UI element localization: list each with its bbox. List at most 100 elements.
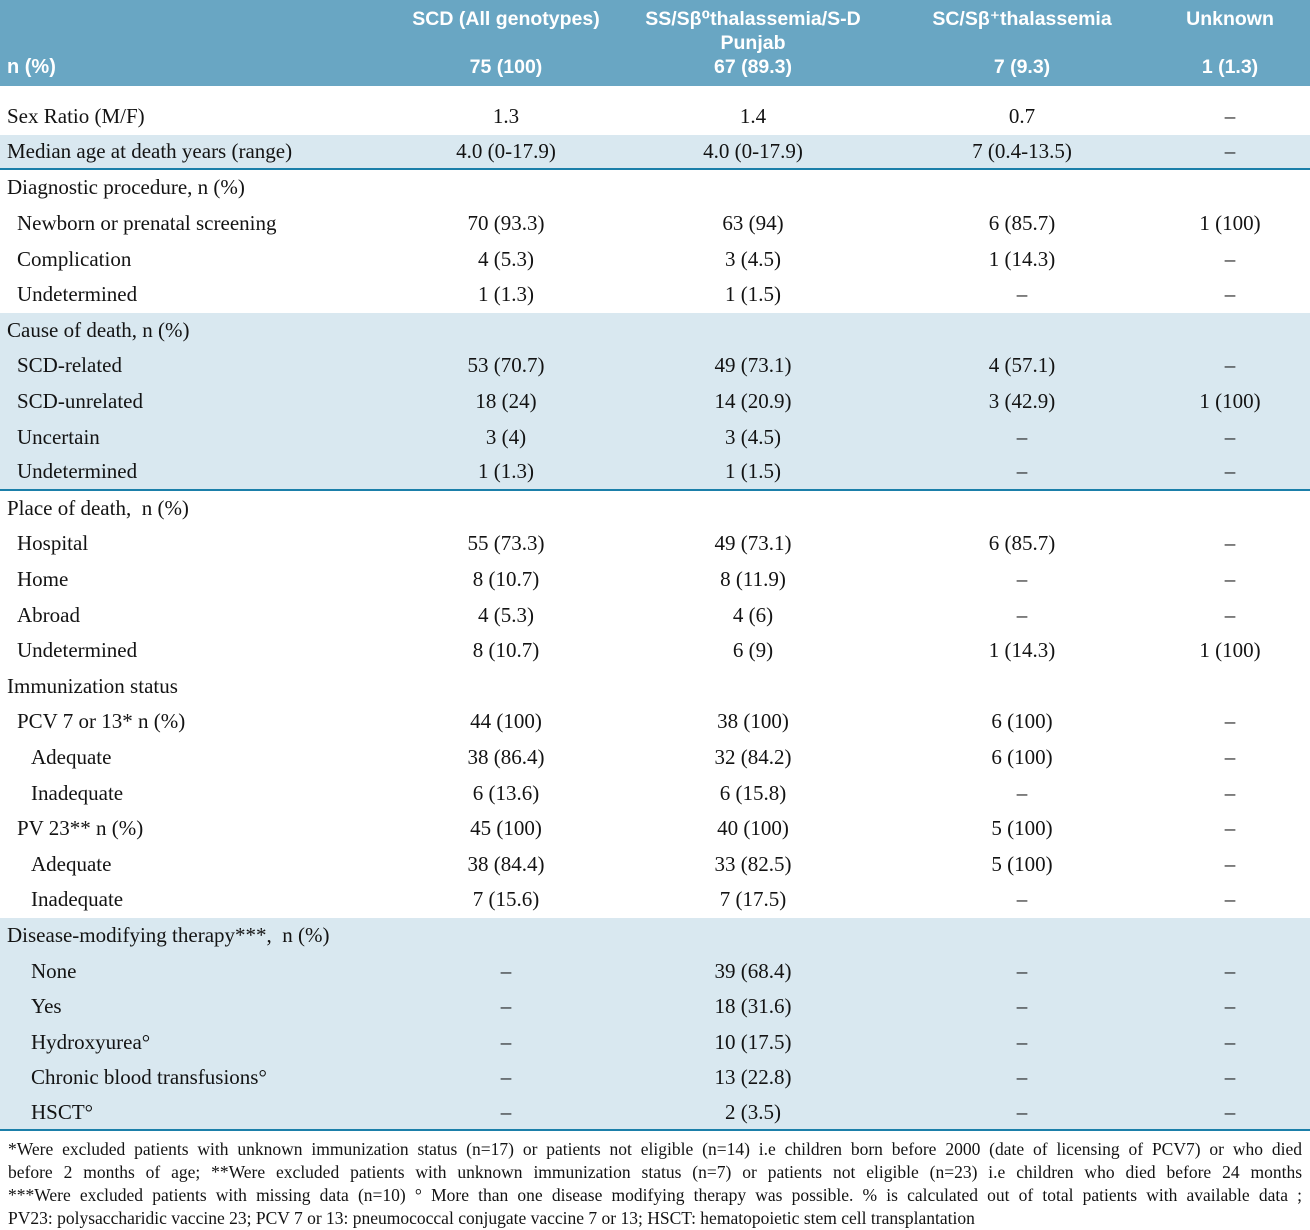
cell-value: 5 (100)	[991, 851, 1053, 876]
row-label: HSCT°	[31, 1099, 94, 1124]
cell-value: 18 (24)	[475, 389, 537, 414]
cell-value: 1 (100)	[1199, 389, 1261, 414]
cell-value: –	[1224, 744, 1236, 769]
row-label: Adequate	[31, 851, 112, 876]
footnotes: *Were excluded patients with unknown imm…	[0, 1131, 1310, 1230]
cell-value: 6 (9)	[732, 638, 774, 663]
cell-value: 0.7	[1008, 104, 1036, 129]
footnote-line: *Were excluded patients with unknown imm…	[8, 1139, 1302, 1160]
table-row: Yes – 18 (31.6) – –	[0, 988, 1310, 1025]
cell-value: 1.3	[492, 104, 520, 129]
table-row: Hydroxyurea° – 10 (17.5) – –	[0, 1024, 1310, 1061]
cell-value: 3 (4.5)	[725, 424, 781, 449]
cell-value: –	[1224, 1099, 1236, 1124]
table-row: Inadequate 6 (13.6) 6 (15.8) – –	[0, 775, 1310, 811]
cell-value: –	[1224, 282, 1236, 307]
column-title: SCD (All genotypes)	[412, 8, 600, 30]
cell-value: –	[1224, 567, 1236, 592]
row-label: Inadequate	[31, 780, 124, 805]
cell-value: –	[1224, 780, 1236, 805]
cell-value: –	[1224, 1029, 1236, 1054]
cell-value: 4 (6)	[732, 602, 774, 627]
row-label: Chronic blood transfusions°	[31, 1065, 267, 1090]
column-header-sc: SC/Sβ⁺thalassemia 7 (9.3)	[894, 7, 1150, 79]
table-row: Complication 4 (5.3) 3 (4.5) 1 (14.3) –	[0, 241, 1310, 277]
cell-value: 4.0 (0-17.9)	[703, 138, 803, 163]
cell-value: –	[500, 958, 512, 983]
table-row: Sex Ratio (M/F) 1.3 1.4 0.7 –	[0, 99, 1310, 135]
cell-value: 1 (100)	[1199, 638, 1261, 663]
row-label: PCV 7 or 13* n (%)	[17, 709, 186, 734]
cell-value: 38 (84.4)	[467, 851, 545, 876]
cell-value: –	[1016, 282, 1028, 307]
cell-value: 49 (73.1)	[714, 531, 792, 556]
row-label: SCD-unrelated	[17, 389, 143, 414]
cell-value: –	[1224, 1065, 1236, 1090]
row-label: Abroad	[17, 602, 80, 627]
cell-value: 8 (10.7)	[472, 567, 540, 592]
table-row: Cause of death, n (%)	[0, 312, 1310, 349]
cell-value: –	[1016, 1065, 1028, 1090]
cell-value: 1 (14.3)	[988, 638, 1056, 663]
row-label: None	[31, 958, 77, 983]
cell-value: 6 (13.6)	[472, 780, 540, 805]
column-header-scd: SCD (All genotypes) 75 (100)	[400, 7, 612, 79]
row-label: Undetermined	[17, 638, 138, 663]
cell-value: –	[1224, 602, 1236, 627]
table-row: Uncertain 3 (4) 3 (4.5) – –	[0, 419, 1310, 455]
cell-value: –	[500, 994, 512, 1019]
cell-value: 13 (22.8)	[714, 1065, 792, 1090]
cell-value: 10 (17.5)	[714, 1029, 792, 1054]
row-label: Cause of death, n (%)	[7, 317, 190, 342]
cell-value: –	[1224, 531, 1236, 556]
cell-value: 1.4	[739, 104, 767, 129]
cell-value: 1 (1.3)	[478, 459, 534, 484]
header-row-label: n (%)	[7, 56, 56, 78]
column-title: SS/Sβ⁰thalassemia/S-D Punjab	[645, 8, 861, 54]
cell-value: –	[1224, 887, 1236, 912]
row-label: Undetermined	[17, 459, 138, 484]
cell-value: –	[1016, 958, 1028, 983]
cell-value: 8 (11.9)	[720, 567, 786, 592]
cell-value: –	[1016, 567, 1028, 592]
cell-value: –	[500, 1099, 512, 1124]
cell-value: 14 (20.9)	[714, 389, 792, 414]
cell-value: –	[1016, 780, 1028, 805]
row-label: Uncertain	[17, 424, 100, 449]
row-label: Hydroxyurea°	[31, 1029, 151, 1054]
row-label: Disease-modifying therapy***, n (%)	[7, 922, 330, 947]
row-label: Hospital	[17, 531, 89, 556]
cell-value: –	[1224, 459, 1236, 484]
footnote-line: before 2 months of age; **Were excluded …	[8, 1162, 1302, 1183]
cell-value: –	[1224, 851, 1236, 876]
table-row: Abroad 4 (5.3) 4 (6) – –	[0, 597, 1310, 633]
cell-value: 2 (3.5)	[725, 1099, 781, 1124]
table-row: Hospital 55 (73.3) 49 (73.1) 6 (85.7) –	[0, 526, 1310, 562]
cell-value: –	[1016, 1099, 1028, 1124]
column-count: 1 (1.3)	[1201, 56, 1259, 78]
footnote-line: ***Were excluded patients with missing d…	[8, 1185, 1302, 1206]
cell-value: –	[1224, 353, 1236, 378]
table-row: Newborn or prenatal screening 70 (93.3) 63…	[0, 206, 1310, 242]
cell-value: –	[1016, 1029, 1028, 1054]
table-body: Sex Ratio (M/F) 1.3 1.4 0.7– Median age at d…	[0, 86, 1310, 1132]
table-row: Home 8 (10.7) 8 (11.9) – –	[0, 562, 1310, 598]
cell-value: –	[1224, 709, 1236, 734]
table-row: PCV 7 or 13* n (%) 44 (100) 38 (100) 6 (100…	[0, 704, 1310, 740]
cell-value: 38 (86.4)	[467, 744, 545, 769]
cell-value: –	[1016, 424, 1028, 449]
cell-value: 8 (10.7)	[472, 638, 540, 663]
cell-value: 33 (82.5)	[714, 851, 792, 876]
cell-value: 6 (85.7)	[988, 211, 1056, 236]
cell-value: 1 (14.3)	[988, 246, 1056, 271]
cell-value: –	[1224, 138, 1236, 163]
cell-value: –	[1224, 424, 1236, 449]
cell-value: 40 (100)	[717, 816, 789, 841]
column-count: 7 (9.3)	[993, 56, 1051, 78]
table-row: Place of death, n (%)	[0, 491, 1310, 527]
cell-value: 45 (100)	[470, 816, 542, 841]
cell-value: 49 (73.1)	[714, 353, 792, 378]
row-label: Complication	[17, 246, 132, 271]
cell-value: –	[1016, 887, 1028, 912]
